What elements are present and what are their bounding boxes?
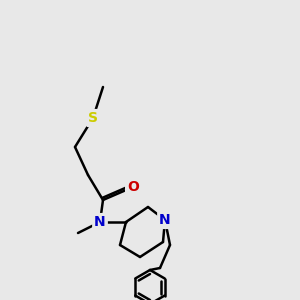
Text: N: N [94,215,106,229]
Text: N: N [159,213,171,227]
Text: S: S [88,111,98,125]
Text: O: O [127,180,139,194]
